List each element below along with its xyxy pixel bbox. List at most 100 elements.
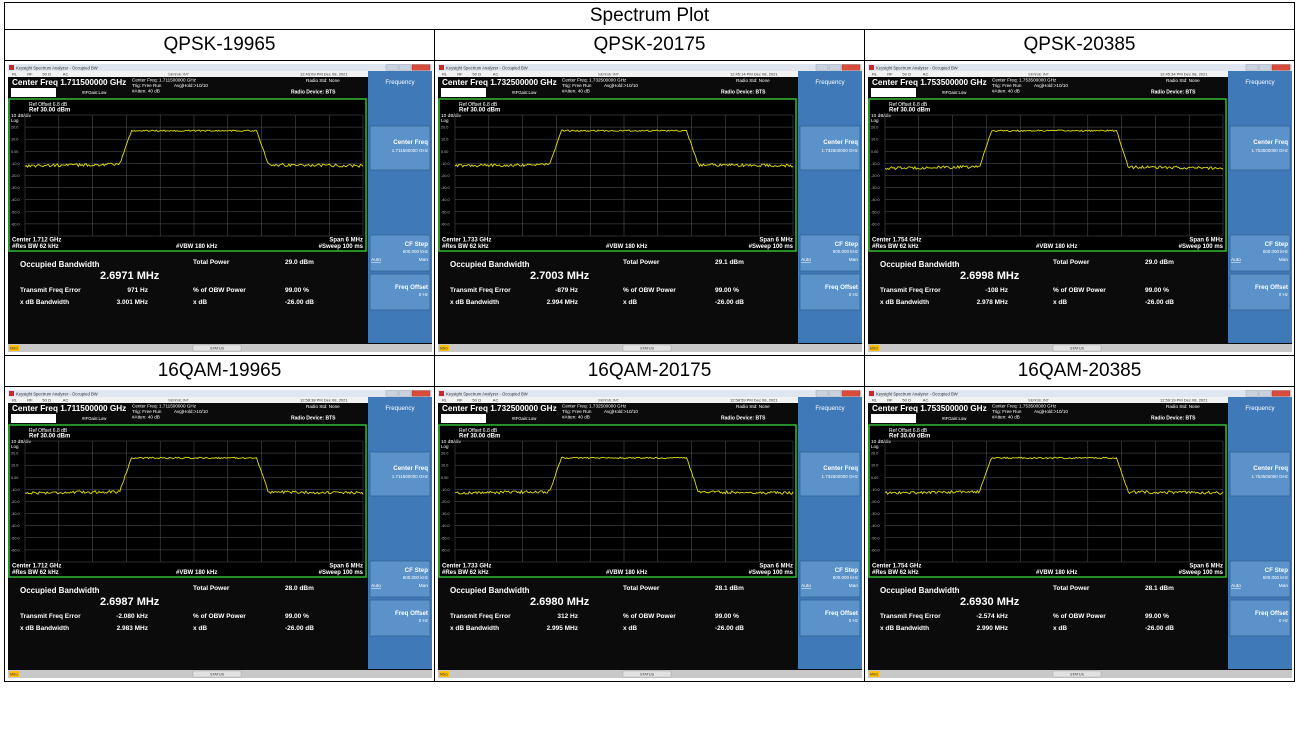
- obw-power-value: 99.00 %: [1145, 613, 1169, 620]
- auto-option[interactable]: Auto: [801, 583, 811, 589]
- y-tick-label: -10.0: [11, 488, 20, 492]
- center-freq-softkey[interactable]: Center Freq 1.732500000 GHz: [799, 451, 860, 497]
- cf-step-softkey[interactable]: CF Step 600.000 kHz Auto Man: [369, 234, 430, 272]
- window-controls[interactable]: [1245, 64, 1290, 71]
- status-tags: RL RF 50 Ω AC: [12, 72, 68, 77]
- screenshot-cell: Keysight Spectrum Analyzer - Occupied BW…: [4, 386, 435, 682]
- msg-indicator: [438, 345, 449, 351]
- input-indicator: [10, 88, 56, 97]
- maximize-button[interactable]: [828, 390, 841, 397]
- center-freq-subtitle: Center Freq: 1.711500000 GHz: [132, 404, 197, 409]
- maximize-button[interactable]: [828, 64, 841, 71]
- close-button[interactable]: [841, 390, 860, 397]
- y-tick-label: 10.0: [11, 138, 18, 142]
- man-option[interactable]: Man: [1278, 583, 1288, 589]
- freq-offset-softkey[interactable]: Freq Offset 0 Hz: [799, 273, 860, 311]
- span-label: Span 6 MHz: [759, 564, 793, 570]
- cf-step-softkey[interactable]: CF Step 600.000 kHz Auto Man: [799, 560, 860, 598]
- minimize-button[interactable]: [1245, 390, 1258, 397]
- minimize-button[interactable]: [1245, 64, 1258, 71]
- maximize-button[interactable]: [1258, 390, 1271, 397]
- cf-step-softkey[interactable]: CF Step 600.000 kHz Auto Man: [1229, 234, 1290, 272]
- window-title-bar: [437, 390, 862, 397]
- auto-option[interactable]: Auto: [801, 257, 811, 263]
- status-tag: AC: [492, 398, 498, 403]
- total-power-label: Total Power: [1053, 585, 1090, 592]
- vbw-label: #VBW 180 kHz: [1036, 244, 1077, 250]
- window-controls[interactable]: [1245, 390, 1290, 397]
- plot-frame: [7, 424, 367, 578]
- center-freq-title: Center Freq 1.711500000 GHz: [12, 78, 126, 87]
- freq-offset-softkey[interactable]: Freq Offset 0 Hz: [1229, 273, 1290, 311]
- freq-offset-softkey[interactable]: Freq Offset 0 Hz: [369, 599, 430, 637]
- auto-option[interactable]: Auto: [1231, 257, 1241, 263]
- softkey-value: 1.753500000 GHz: [1251, 474, 1288, 479]
- trig-label: Trig: Free Run: [562, 409, 592, 414]
- status-tag: 50 Ω: [42, 72, 51, 77]
- close-button[interactable]: [841, 64, 860, 71]
- scale-type: Log: [11, 118, 19, 123]
- status-field: [192, 670, 241, 678]
- man-option[interactable]: Man: [418, 583, 428, 589]
- softkey-label: Center Freq: [393, 139, 428, 146]
- window-controls[interactable]: [815, 64, 860, 71]
- minimize-button[interactable]: [385, 390, 398, 397]
- softkey-value: 600.000 kHz: [402, 575, 428, 580]
- maximize-button[interactable]: [398, 390, 411, 397]
- softkey-label: CF Step: [1264, 241, 1288, 248]
- y-tick-label: 10.0: [871, 464, 878, 468]
- radio-device-label: Radio Device: BTS: [1151, 416, 1196, 422]
- status-tags-row: [867, 71, 1228, 77]
- xdb-bandwidth-value: 2.994 MHz: [546, 299, 578, 306]
- screenshot-cell: Keysight Spectrum Analyzer - Occupied BW…: [4, 60, 435, 356]
- window-controls[interactable]: [385, 390, 430, 397]
- cf-step-softkey[interactable]: CF Step 600.000 kHz Auto Man: [369, 560, 430, 598]
- ref-level: Ref 30.00 dBm: [459, 108, 500, 114]
- spectrum-analyzer-window: Keysight Spectrum Analyzer - Occupied BW…: [867, 64, 1292, 352]
- window-title: Keysight Spectrum Analyzer - Occupied BW: [876, 66, 958, 71]
- close-button[interactable]: [1271, 64, 1290, 71]
- window-title-bar: [7, 64, 432, 71]
- minimize-button[interactable]: [815, 390, 828, 397]
- y-tick-label: -10.0: [11, 162, 20, 166]
- center-freq-softkey[interactable]: Center Freq 1.753500000 GHz: [1229, 125, 1290, 171]
- center-freq-softkey[interactable]: Center Freq 1.711500000 GHz: [369, 451, 430, 497]
- y-tick-label: -60.0: [871, 222, 880, 226]
- maximize-button[interactable]: [1258, 64, 1271, 71]
- close-button[interactable]: [1271, 390, 1290, 397]
- center-freq-softkey[interactable]: Center Freq 1.732500000 GHz: [799, 125, 860, 171]
- center-freq-softkey[interactable]: Center Freq 1.753500000 GHz: [1229, 451, 1290, 497]
- vbw-label: #VBW 180 kHz: [176, 570, 217, 576]
- close-button[interactable]: [411, 64, 430, 71]
- softkey-menu-title: Frequency: [815, 405, 845, 412]
- timestamp: 12:45:14 PM Dec 08, 2021: [730, 72, 778, 77]
- cf-step-softkey[interactable]: CF Step 600.000 kHz Auto Man: [1229, 560, 1290, 598]
- xdb-label: x dB: [1053, 299, 1067, 306]
- freq-offset-softkey[interactable]: Freq Offset 0 Hz: [1229, 599, 1290, 637]
- minimize-button[interactable]: [385, 64, 398, 71]
- window-title: Keysight Spectrum Analyzer - Occupied BW: [876, 392, 958, 397]
- maximize-button[interactable]: [398, 64, 411, 71]
- man-option[interactable]: Man: [848, 257, 858, 263]
- auto-option[interactable]: Auto: [371, 257, 381, 263]
- man-option[interactable]: Man: [1278, 257, 1288, 263]
- cf-step-softkey[interactable]: CF Step 600.000 kHz Auto Man: [799, 234, 860, 272]
- man-option[interactable]: Man: [418, 257, 428, 263]
- auto-option[interactable]: Auto: [371, 583, 381, 589]
- minimize-button[interactable]: [815, 64, 828, 71]
- center-freq-softkey[interactable]: Center Freq 1.711500000 GHz: [369, 125, 430, 171]
- window-controls[interactable]: [815, 390, 860, 397]
- man-option[interactable]: Man: [848, 583, 858, 589]
- auto-option[interactable]: Auto: [1231, 583, 1241, 589]
- y-tick-label: -20.0: [871, 500, 880, 504]
- msg-indicator: [8, 345, 19, 351]
- occupied-bandwidth-label: Occupied Bandwidth: [20, 260, 100, 269]
- status-tags-row: [437, 71, 798, 77]
- vbw-label: #VBW 180 kHz: [606, 244, 647, 250]
- softkey-value: 0 Hz: [1278, 292, 1288, 297]
- close-button[interactable]: [411, 390, 430, 397]
- freq-offset-softkey[interactable]: Freq Offset 0 Hz: [369, 273, 430, 311]
- freq-offset-softkey[interactable]: Freq Offset 0 Hz: [799, 599, 860, 637]
- window-controls[interactable]: [385, 64, 430, 71]
- center-freq-subtitle: Center Freq: 1.732500000 GHz: [562, 78, 627, 83]
